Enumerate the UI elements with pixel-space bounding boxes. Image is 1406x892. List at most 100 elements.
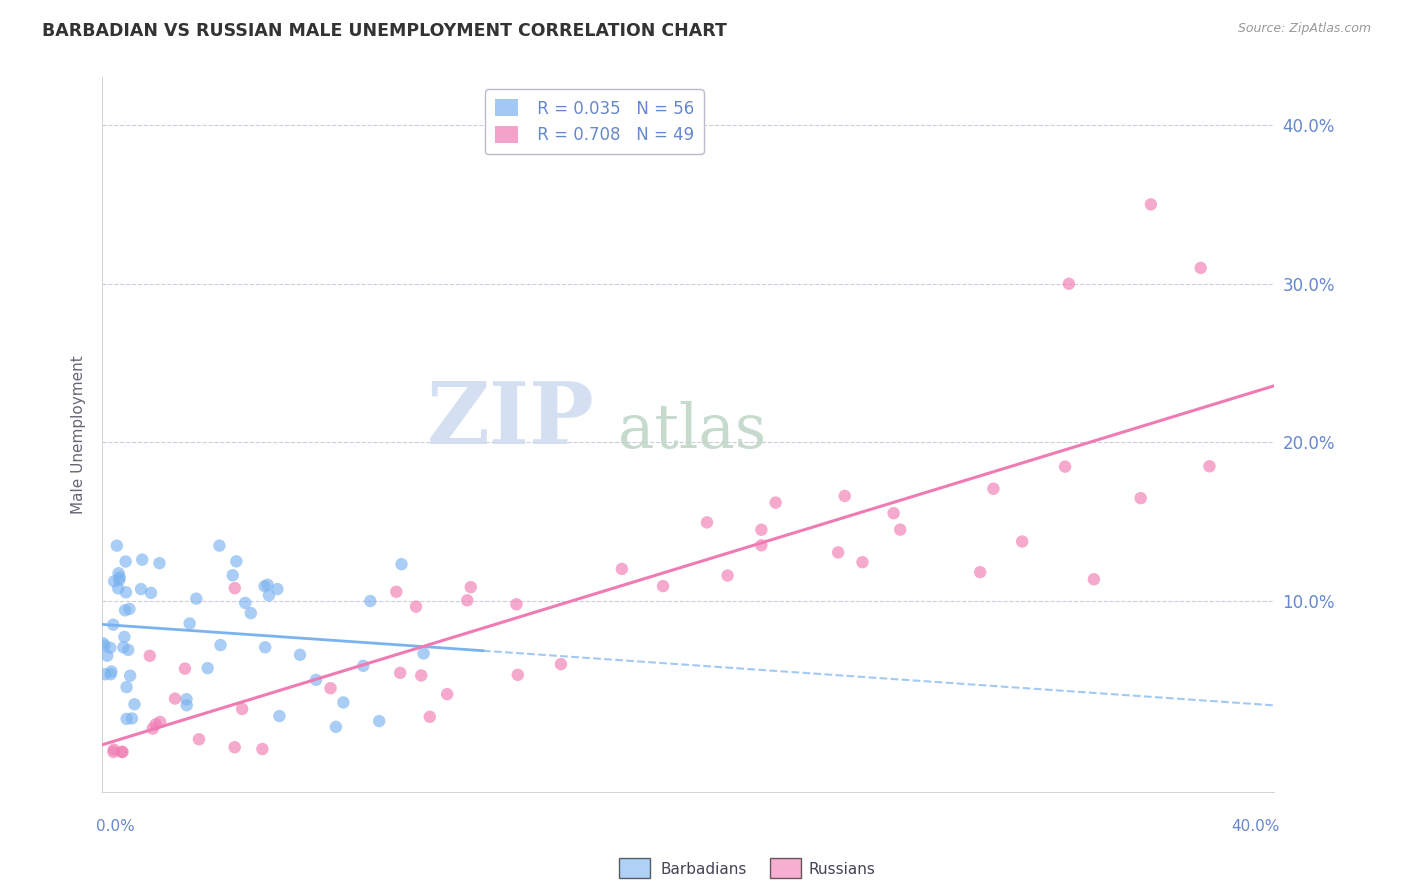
Point bbox=[188, 732, 211, 747]
Point bbox=[1198, 459, 1220, 474]
Point bbox=[139, 648, 162, 663]
Point bbox=[266, 582, 288, 596]
Point bbox=[456, 593, 478, 607]
Text: atlas: atlas bbox=[617, 401, 766, 461]
Point bbox=[163, 691, 186, 706]
Point bbox=[983, 482, 1005, 496]
Point bbox=[460, 580, 482, 594]
Point bbox=[352, 658, 374, 673]
Point bbox=[254, 640, 277, 655]
Point bbox=[883, 506, 905, 520]
Point bbox=[186, 591, 208, 606]
Point bbox=[751, 523, 773, 537]
Point bbox=[233, 596, 256, 610]
Point bbox=[179, 616, 201, 631]
Point bbox=[332, 696, 354, 710]
Point bbox=[105, 539, 128, 553]
Text: 40.0%: 40.0% bbox=[1232, 819, 1279, 834]
Point bbox=[103, 574, 125, 589]
Point bbox=[319, 681, 342, 696]
Point bbox=[108, 573, 131, 587]
Point bbox=[765, 495, 787, 509]
Point bbox=[96, 648, 118, 663]
Point bbox=[1140, 197, 1163, 211]
Point bbox=[1083, 572, 1105, 586]
Point bbox=[385, 584, 408, 599]
Point bbox=[120, 669, 142, 683]
Point bbox=[257, 588, 280, 602]
Point bbox=[117, 643, 139, 657]
Point bbox=[93, 639, 115, 653]
Point bbox=[231, 702, 253, 716]
Point bbox=[405, 599, 427, 614]
Point bbox=[288, 648, 311, 662]
Point bbox=[139, 586, 162, 600]
Point bbox=[115, 712, 138, 726]
Point bbox=[176, 698, 198, 713]
Text: ZIP: ZIP bbox=[426, 378, 595, 462]
Point bbox=[325, 720, 347, 734]
Point bbox=[889, 523, 911, 537]
Point bbox=[411, 668, 433, 682]
Point bbox=[129, 582, 152, 596]
Point bbox=[142, 722, 165, 736]
Point bbox=[436, 687, 458, 701]
Point bbox=[149, 714, 172, 729]
Point bbox=[107, 566, 129, 581]
Point bbox=[115, 680, 138, 694]
Point bbox=[269, 709, 291, 723]
Point bbox=[208, 539, 231, 553]
Point bbox=[103, 742, 125, 756]
Point bbox=[114, 554, 136, 568]
Point bbox=[1189, 260, 1212, 275]
Point bbox=[111, 745, 134, 759]
Text: 0.0%: 0.0% bbox=[97, 819, 135, 834]
Point bbox=[827, 545, 849, 559]
Point bbox=[610, 562, 633, 576]
Point bbox=[391, 558, 413, 572]
Point bbox=[419, 710, 441, 724]
Text: BARBADIAN VS RUSSIAN MALE UNEMPLOYMENT CORRELATION CHART: BARBADIAN VS RUSSIAN MALE UNEMPLOYMENT C… bbox=[42, 22, 727, 40]
Point bbox=[389, 665, 412, 680]
Point bbox=[506, 668, 529, 682]
Point bbox=[176, 692, 198, 706]
Point bbox=[652, 579, 675, 593]
Point bbox=[209, 638, 232, 652]
Point bbox=[550, 657, 572, 672]
Point bbox=[253, 579, 276, 593]
Point bbox=[305, 673, 328, 687]
Point bbox=[505, 597, 527, 611]
Point bbox=[224, 581, 246, 595]
Point bbox=[751, 538, 773, 552]
Point bbox=[224, 740, 246, 755]
Point bbox=[103, 745, 125, 759]
Point bbox=[115, 585, 138, 599]
Legend:  R = 0.035   N = 56,  R = 0.708   N = 49: R = 0.035 N = 56, R = 0.708 N = 49 bbox=[485, 89, 704, 154]
Point bbox=[197, 661, 219, 675]
Point bbox=[834, 489, 856, 503]
Point bbox=[851, 555, 873, 569]
Point bbox=[112, 640, 135, 655]
Point bbox=[359, 594, 381, 608]
Point bbox=[368, 714, 391, 728]
Point bbox=[221, 568, 243, 582]
Point bbox=[1057, 277, 1080, 291]
Point bbox=[969, 565, 991, 579]
Point bbox=[111, 745, 134, 759]
Point bbox=[1011, 534, 1033, 549]
Point bbox=[717, 568, 740, 582]
Point bbox=[256, 578, 278, 592]
Point bbox=[148, 556, 170, 570]
Point bbox=[696, 516, 718, 530]
Point bbox=[107, 582, 129, 596]
Point bbox=[91, 636, 114, 650]
Point bbox=[114, 603, 136, 617]
Point bbox=[1054, 459, 1077, 474]
Point bbox=[225, 554, 247, 568]
Text: Barbadians: Barbadians bbox=[661, 863, 747, 877]
Point bbox=[124, 698, 146, 712]
Point bbox=[112, 630, 135, 644]
Point bbox=[412, 647, 434, 661]
Y-axis label: Male Unemployment: Male Unemployment bbox=[72, 355, 86, 514]
Text: Russians: Russians bbox=[808, 863, 876, 877]
